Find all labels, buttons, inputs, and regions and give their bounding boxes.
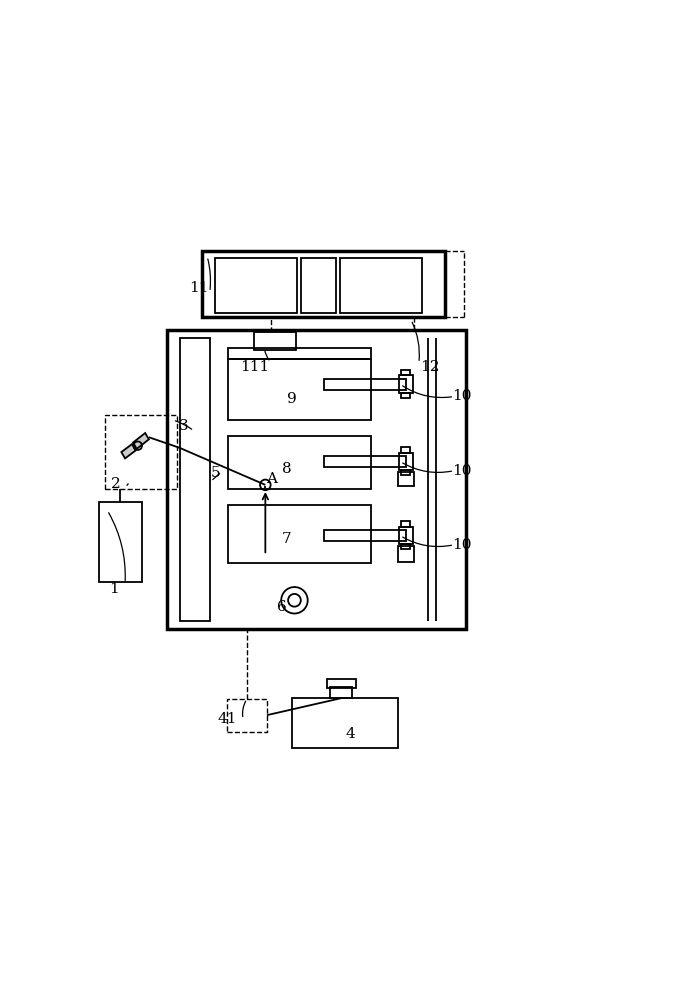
- Bar: [401, 393, 410, 398]
- Text: 6: 6: [277, 600, 287, 614]
- Text: 41: 41: [217, 712, 237, 726]
- Bar: [401, 544, 410, 549]
- Text: 1: 1: [109, 582, 120, 596]
- Text: 10: 10: [453, 538, 472, 552]
- Text: 7: 7: [281, 532, 292, 546]
- Bar: [398, 546, 414, 562]
- Bar: [401, 470, 410, 475]
- Polygon shape: [133, 433, 149, 449]
- Text: 2: 2: [111, 477, 121, 491]
- Bar: [98, 502, 142, 582]
- Bar: [401, 521, 410, 527]
- Bar: [301, 258, 336, 313]
- Bar: [330, 687, 352, 698]
- Bar: [228, 505, 372, 563]
- Text: 11: 11: [189, 281, 209, 295]
- Bar: [324, 379, 406, 390]
- Bar: [401, 370, 410, 375]
- Bar: [253, 332, 296, 350]
- Bar: [180, 338, 210, 621]
- Text: 9: 9: [287, 392, 296, 406]
- Bar: [324, 456, 406, 467]
- Bar: [326, 679, 356, 688]
- Bar: [202, 251, 445, 317]
- Bar: [228, 359, 372, 420]
- Bar: [105, 415, 177, 489]
- Text: 12: 12: [419, 360, 439, 374]
- Bar: [167, 330, 466, 629]
- Bar: [227, 699, 267, 732]
- Bar: [340, 258, 422, 313]
- Text: 8: 8: [281, 462, 292, 476]
- Bar: [400, 453, 413, 470]
- Text: 10: 10: [453, 464, 472, 478]
- Text: 3: 3: [178, 419, 188, 433]
- Polygon shape: [122, 444, 136, 458]
- Bar: [292, 698, 398, 748]
- Text: 5: 5: [211, 466, 221, 480]
- Text: 10: 10: [453, 389, 472, 403]
- Bar: [228, 436, 372, 489]
- Bar: [400, 375, 413, 393]
- Bar: [228, 348, 372, 359]
- Bar: [401, 447, 410, 453]
- Text: 4: 4: [345, 727, 355, 741]
- Bar: [400, 527, 413, 544]
- Text: A: A: [266, 472, 277, 486]
- Text: 111: 111: [240, 360, 269, 374]
- Bar: [215, 258, 297, 313]
- Bar: [324, 530, 406, 541]
- Bar: [398, 472, 414, 486]
